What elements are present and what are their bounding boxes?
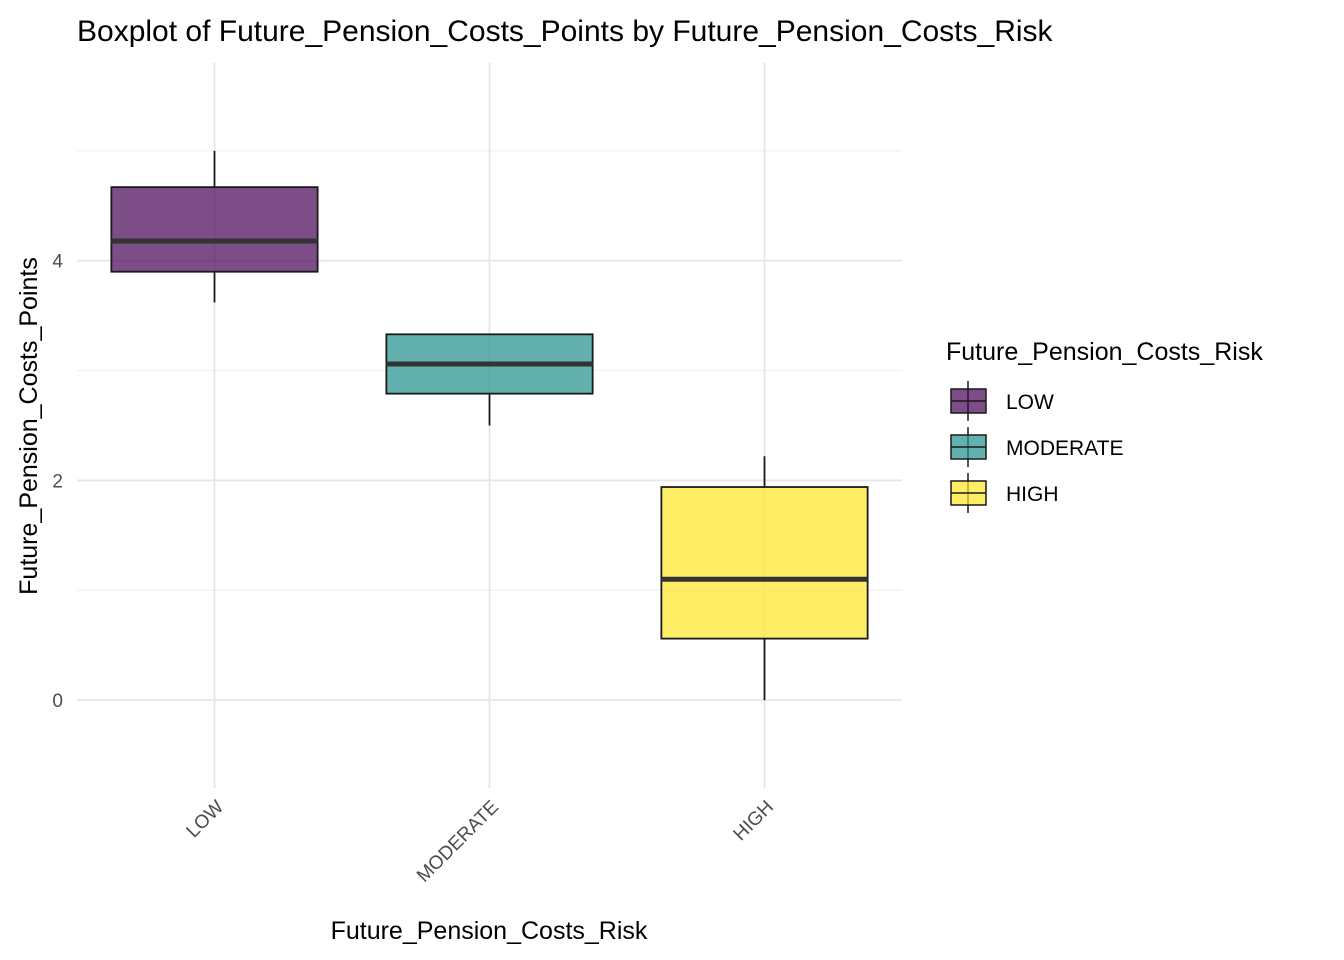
box-body	[110, 186, 319, 273]
box-high	[660, 456, 869, 701]
box-low	[110, 150, 319, 303]
y-tick-label: 4	[52, 252, 63, 273]
legend: Future_Pension_Costs_Risk LOW MODERATE HIG…	[946, 338, 1263, 513]
legend-key-low	[950, 381, 987, 421]
y-tick-label: 2	[52, 471, 63, 492]
y-tick-label: 0	[52, 691, 63, 712]
box-moderate	[385, 333, 594, 426]
y-axis-title: Future_Pension_Costs_Points	[15, 257, 43, 595]
legend-key-high	[950, 473, 987, 513]
legend-label: MODERATE	[1006, 437, 1123, 460]
boxes	[110, 150, 869, 701]
x-axis-ticks: LOW MODERATE HIGH	[183, 797, 778, 887]
chart-title: Boxplot of Future_Pension_Costs_Points b…	[77, 15, 1054, 48]
x-tick-label: LOW	[183, 797, 228, 842]
x-tick-label: MODERATE	[413, 797, 503, 887]
legend-title: Future_Pension_Costs_Risk	[946, 338, 1263, 366]
legend-label: HIGH	[1006, 483, 1059, 506]
legend-key-moderate	[950, 427, 987, 467]
x-tick-label: HIGH	[730, 797, 778, 845]
x-axis-title: Future_Pension_Costs_Risk	[331, 917, 648, 945]
box-body	[660, 486, 869, 640]
y-axis-ticks: 0 2 4	[52, 252, 63, 712]
legend-label: LOW	[1006, 391, 1054, 414]
